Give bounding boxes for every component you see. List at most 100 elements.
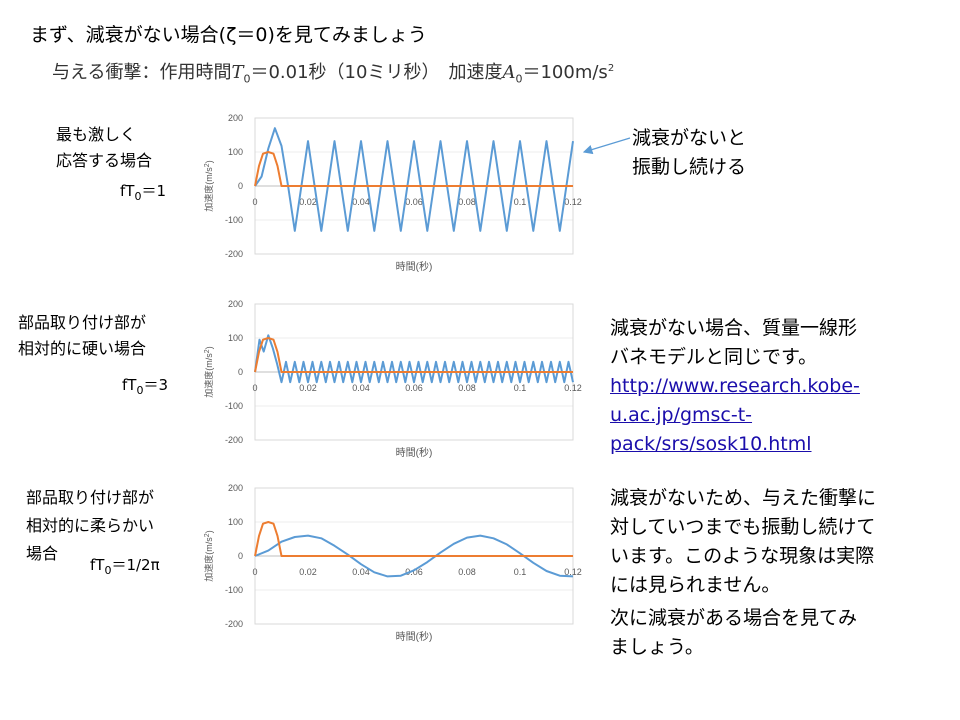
x-tick-label: 0.04 [352, 197, 370, 207]
note-line: 振動し続ける [632, 156, 747, 178]
x-tick-label: 0.08 [458, 383, 476, 393]
fT-subscript: 0 [104, 564, 112, 577]
x-tick-label: 0.12 [564, 197, 582, 207]
note-line: 減衰がない場合、質量一線形 [610, 317, 858, 339]
t-subscript: 0 [243, 72, 251, 86]
accel-superscript: 2 [607, 63, 615, 74]
x-axis-label: 時間(秒) [396, 630, 433, 643]
y-tick-label: -200 [225, 619, 243, 629]
x-tick-label: 0.02 [299, 383, 317, 393]
model-note: 減衰がない場合、質量一線形 バネモデルと同じです。 http://www.res… [610, 314, 860, 459]
note-line: バネモデルと同じです。 [610, 346, 818, 368]
y-tick-label: -100 [225, 401, 243, 411]
y-tick-label: 0 [238, 181, 243, 191]
note-line: 次に減衰がある場合を見てみ [610, 607, 858, 629]
case-label-line: 場合 [26, 544, 59, 563]
x-tick-label: 0 [252, 197, 257, 207]
subtitle-prefix: 与える衝撃：作用時間 [52, 62, 232, 83]
link-line: u.ac.jp/gmsc-t- [610, 404, 753, 426]
input-series-line [254, 337, 573, 373]
y-tick-label: -100 [225, 215, 243, 225]
fT-subscript: 0 [134, 190, 142, 203]
duration-value: ＝0.01秒（10ミリ秒） [250, 62, 431, 83]
y-axis-label: 加速度(m/s2) [203, 346, 214, 397]
x-tick-label: 0.06 [405, 197, 423, 207]
arrow-note: 減衰がないと 振動し続ける [632, 124, 746, 182]
y-tick-label: 200 [228, 483, 243, 493]
case-label-2: 部品取り付け部が 相対的に硬い場合 [18, 310, 146, 362]
response-series-line [254, 334, 574, 384]
y-tick-label: 100 [228, 517, 243, 527]
fT-text: fT [120, 182, 135, 200]
x-tick-label: 0.1 [514, 197, 527, 207]
fT0-label-3: fT0＝1/2π [90, 554, 160, 577]
y-axis-label-end: ) [204, 346, 214, 349]
y-tick-label: -100 [225, 585, 243, 595]
y-axis-label: 加速度(m/s2) [203, 160, 214, 211]
response-series-line [254, 127, 574, 232]
case-label-line: 相対的に硬い場合 [18, 339, 147, 358]
input-series-line [254, 521, 573, 557]
arrow-line [582, 137, 631, 155]
input-series-line [254, 151, 573, 187]
y-axis-label-text: 加速度(m/s [203, 167, 214, 212]
x-tick-label: 0.1 [514, 567, 527, 577]
y-axis-label-sup: 2 [204, 349, 211, 353]
fT-text: fT [122, 376, 137, 394]
note-line: ましょう。 [610, 636, 704, 658]
fT0-label-1: fT0＝1 [120, 180, 166, 203]
accel-label: 加速度 [430, 62, 503, 83]
x-tick-label: 0.12 [564, 567, 582, 577]
case-label-line: 相対的に柔らかい [26, 516, 155, 535]
x-tick-label: 0.08 [458, 567, 476, 577]
x-tick-label: 0.02 [299, 567, 317, 577]
x-tick-label: 0.08 [458, 197, 476, 207]
impact-description: 与える衝撃：作用時間T0＝0.01秒（10ミリ秒） 加速度A0＝100m/s2 [52, 58, 614, 86]
case-label-line: 最も激しく [56, 125, 137, 144]
t-symbol: T [231, 62, 244, 83]
note-line: 減衰がないと [632, 127, 747, 149]
y-tick-label: -200 [225, 249, 243, 259]
chart-fT0-3: 200 100 0 -100 -200 0 0.02 0.04 0.06 0.08 0.1 0.12 時… [203, 299, 582, 459]
chart-fT0-half-pi: 200 100 0 -100 -200 0 0.02 0.04 0.06 0.08 0.1 0.12 時… [203, 483, 582, 643]
case-label-3: 部品取り付け部が 相対的に柔らかい 場合 [26, 484, 154, 568]
y-axis-label-text: 加速度(m/s [203, 537, 214, 582]
chart-fT0-1: 200 100 0 -100 -200 0 0.02 0.04 0.06 0.08 0.1 0.12 時… [203, 113, 582, 273]
fT-value: ＝3 [143, 376, 168, 394]
y-axis-label-sup: 2 [204, 533, 211, 537]
y-axis-label-text: 加速度(m/s [203, 353, 214, 398]
a-subscript: 0 [515, 72, 523, 86]
fT0-label-2: fT0＝3 [122, 374, 168, 397]
note-line: います。このような現象は実際 [610, 545, 875, 567]
y-tick-label: -200 [225, 435, 243, 445]
x-tick-label: 0.12 [564, 383, 582, 393]
explanation-note: 減衰がないため、与えた衝撃に 対していつまでも振動し続けて います。このような現… [610, 484, 876, 662]
note-line: には見られません。 [610, 574, 781, 596]
link-line: http://www.research.kobe- [610, 375, 860, 397]
reference-link[interactable]: http://www.research.kobe- u.ac.jp/gmsc-t… [610, 372, 860, 459]
y-axis-label-end: ) [204, 530, 214, 533]
y-tick-label: 100 [228, 147, 243, 157]
x-tick-label: 0.1 [514, 383, 527, 393]
response-series-line [254, 534, 574, 578]
x-tick-label: 0.04 [352, 383, 370, 393]
fT-value: ＝1 [141, 182, 166, 200]
y-tick-label: 200 [228, 113, 243, 123]
x-tick-label: 0.02 [299, 197, 317, 207]
y-tick-label: 200 [228, 299, 243, 309]
x-tick-label: 0.06 [405, 383, 423, 393]
annotation-arrow [582, 137, 631, 155]
fT-text: fT [90, 556, 105, 574]
case-label-line: 部品取り付け部が [26, 488, 155, 507]
y-tick-label: 0 [238, 367, 243, 377]
note-line: 減衰がないため、与えた衝撃に [610, 487, 877, 509]
x-tick-label: 0.06 [405, 567, 423, 577]
y-tick-label: 100 [228, 333, 243, 343]
note-line: 対していつまでも振動し続けて [610, 516, 876, 538]
y-axis-label-end: ) [204, 160, 214, 163]
y-axis-label: 加速度(m/s2) [203, 530, 214, 581]
case-label-1: 最も激しく 応答する場合 [56, 122, 152, 174]
x-tick-label: 0 [252, 567, 257, 577]
link-line: pack/srs/sosk10.html [610, 433, 812, 455]
page-title: まず、減衰がない場合(ζ＝0)を見てみましょう [30, 24, 427, 46]
